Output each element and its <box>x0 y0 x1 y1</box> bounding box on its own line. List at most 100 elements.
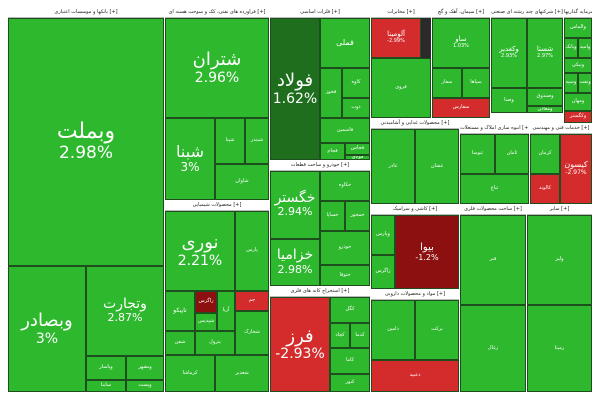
stock-tile[interactable]: سپاها <box>462 68 490 98</box>
stock-tile[interactable]: غاذر <box>371 129 415 204</box>
stock-tile[interactable]: تاپیکو <box>165 291 195 331</box>
sector-header[interactable]: مواد و محصولات دارویی [+] <box>371 290 459 300</box>
stock-tile[interactable]: پارس <box>235 211 269 291</box>
sector-header[interactable]: فلزات اساسی [+] <box>270 8 370 18</box>
stock-tile[interactable]: ومعادن <box>527 106 563 113</box>
stock-tile[interactable]: خزامیا 2.98% <box>270 239 320 286</box>
stock-tile[interactable]: فخاس <box>345 143 370 155</box>
stock-tile[interactable]: ختوقا <box>320 265 370 286</box>
stock-tile[interactable]: کنور <box>330 374 370 392</box>
stock-tile[interactable]: ساو 1.03% <box>432 18 490 68</box>
stock-tile[interactable]: دامین <box>371 300 415 360</box>
stock-tile[interactable]: شفن <box>165 331 195 355</box>
stock-tile[interactable]: والماس <box>564 18 592 38</box>
stock-tile[interactable]: فنر <box>460 215 526 305</box>
stock-tile[interactable]: ساینا <box>86 380 126 392</box>
stock-tile[interactable]: دعبید <box>371 360 459 392</box>
stock-tile[interactable]: پترول <box>195 331 235 355</box>
sector-header[interactable]: ساخت محصولات فلزی [+] <box>460 205 526 215</box>
sector-pharma[interactable]: مواد و محصولات دارویی [+] دامین برکت دعبید <box>371 290 459 392</box>
stock-tile[interactable]: ذوب <box>342 98 370 118</box>
sector-misc1[interactable]: ساخت محصولات فلزی [+] فنر زغال <box>460 205 526 392</box>
stock-tile[interactable]: ثباغ <box>460 174 529 204</box>
sector-telecom[interactable]: مخابرات [+] آلومینا -2.99% فروی <box>371 8 431 118</box>
stock-tile[interactable]: جم <box>235 291 269 311</box>
stock-tile[interactable]: شبنا 3% <box>165 118 215 200</box>
stock-tile[interactable]: کگل <box>330 297 370 323</box>
stock-tile[interactable]: برکت <box>415 300 459 360</box>
stock-tile[interactable]: زاگرس <box>371 255 395 289</box>
sector-mining[interactable]: استخراج کانه های فلزی [+] فرز -2.93% کگل کچا… <box>270 287 370 392</box>
stock-tile[interactable]: وپاسار <box>86 356 126 380</box>
stock-tile[interactable]: رمپنا <box>527 305 592 392</box>
sector-header[interactable]: سیمان، آهک و گچ [+] <box>432 8 490 18</box>
stock-tile[interactable]: خساپا <box>320 201 345 231</box>
stock-tile[interactable]: وصنا <box>491 88 527 113</box>
stock-tile[interactable]: وصندوق <box>527 88 563 106</box>
stock-tile[interactable]: کاوه <box>342 68 370 98</box>
stock-tile[interactable]: سفار <box>432 68 462 98</box>
stock-tile[interactable]: ولیز <box>527 215 592 305</box>
sector-realestate[interactable]: انبوه سازی املاک و مستغلات [+] ثنوسا ثامان… <box>460 124 529 204</box>
sector-auto[interactable]: خودرو و ساخت قطعات [+] خگستر 2.94% خزامیا 2.… <box>270 161 370 286</box>
sector-header[interactable]: سایر [+] <box>527 205 592 215</box>
sector-food[interactable]: محصولات غذایی و آشامیدنی [+] غاذر غشان <box>371 119 459 204</box>
sector-tiles[interactable]: کاشی و سرامیک [+] بیوا -1.2% وپارس زاگرس <box>371 205 459 289</box>
stock-tile[interactable]: فرز -2.93% <box>270 297 330 392</box>
sector-header[interactable]: بانکها و موسسات اعتباری [+] <box>8 8 164 18</box>
stock-tile[interactable]: زاگرس <box>195 291 217 313</box>
stock-tile[interactable]: فولاد 1.62% <box>270 18 320 160</box>
stock-tile[interactable]: فخوز <box>320 68 342 118</box>
sector-cement[interactable]: سیمان، آهک و گچ [+] ساو 1.03% سفار سپاها سفار… <box>432 8 490 118</box>
stock-tile[interactable]: شپنا <box>215 118 245 164</box>
stock-tile[interactable]: وبانک <box>564 38 578 58</box>
stock-tile[interactable]: کرماشا <box>165 355 215 392</box>
stock-tile[interactable]: ثنوسا <box>460 134 495 174</box>
stock-tile[interactable]: وامید <box>578 38 592 58</box>
sector-header[interactable]: استخراج کانه های فلزی [+] <box>270 287 370 297</box>
stock-tile[interactable]: خمحور <box>345 201 370 231</box>
stock-tile[interactable]: وبملت 2.98% <box>8 18 164 266</box>
stock-tile[interactable]: ومهان <box>564 93 592 111</box>
stock-tile[interactable]: کاما <box>330 348 370 374</box>
sector-holding[interactable]: شرکتهای چند رشته ای صنعتی [+] وکغدیر 2.93%… <box>491 8 563 113</box>
stock-tile[interactable]: کیسون -2.97% <box>560 134 592 204</box>
stock-tile[interactable]: شاوان <box>215 164 269 200</box>
sector-header[interactable]: محصولات شیمیایی [+] <box>165 201 269 211</box>
sector-header[interactable]: فراورده های نفتی، کک و سوخت هسته ای [+] <box>165 8 269 18</box>
stock-tile[interactable]: بیوا -1.2% <box>395 215 459 289</box>
sector-chemical[interactable]: محصولات شیمیایی [+] نوری 2.21% پارس تاپیکو زا… <box>165 201 269 392</box>
sector-misc2[interactable]: سایر [+] ولیز رمپنا <box>527 205 592 392</box>
stock-tile[interactable]: آریا <box>217 291 235 331</box>
stock-tile[interactable]: وپست <box>126 380 164 392</box>
stock-tile[interactable]: فولای <box>345 155 370 160</box>
stock-tile[interactable]: نوری 2.21% <box>165 211 235 291</box>
sector-header[interactable]: محصولات غذایی و آشامیدنی [+] <box>371 119 459 129</box>
sector-header[interactable]: انبوه سازی املاک و مستغلات [+] <box>460 124 529 134</box>
sector-metals[interactable]: فلزات اساسی [+] فولاد 1.62% فملی فخوز کاوه ذوب… <box>270 8 370 160</box>
stock-tile[interactable]: فاسمین <box>320 118 370 143</box>
stock-tile[interactable]: شبندر <box>245 118 269 164</box>
stock-tile[interactable]: وبشهر <box>126 356 164 380</box>
stock-tile[interactable]: خکاوه <box>320 171 370 201</box>
sector-header[interactable]: مخابرات [+] <box>371 8 431 18</box>
stock-tile[interactable]: شستا 2.97% <box>527 18 563 88</box>
stock-tile[interactable]: خگستر 2.94% <box>270 171 320 239</box>
stock-tile[interactable]: زغال <box>460 305 526 392</box>
stock-tile[interactable]: غشان <box>415 129 459 204</box>
stock-tile[interactable]: وبصادر 3% <box>8 266 86 392</box>
sector-oil[interactable]: فراورده های نفتی، کک و سوخت هسته ای [+] ش… <box>165 8 269 200</box>
stock-tile[interactable]: ثامان <box>495 134 529 174</box>
sector-header[interactable]: خودرو و ساخت قطعات [+] <box>270 161 370 171</box>
stock-tile[interactable]: کرمان <box>530 134 560 174</box>
stock-tile[interactable]: وپارس <box>371 215 395 255</box>
sector-services[interactable]: خدمات فنی و مهندسی [+] کیسون -2.97% کرمان کا… <box>530 124 592 204</box>
stock-tile[interactable]: وتجارت 2.87% <box>86 266 164 356</box>
stock-tile[interactable]: وسپه <box>564 73 578 93</box>
stock-tile[interactable]: شتران 2.96% <box>165 18 269 118</box>
stock-tile[interactable]: شپدیس <box>195 313 217 331</box>
stock-tile[interactable]: خودرو <box>320 231 370 265</box>
sector-header[interactable]: خدمات فنی و مهندسی [+] <box>530 124 592 134</box>
sector-header[interactable]: سرمایه گذاریها [+] <box>564 8 592 18</box>
